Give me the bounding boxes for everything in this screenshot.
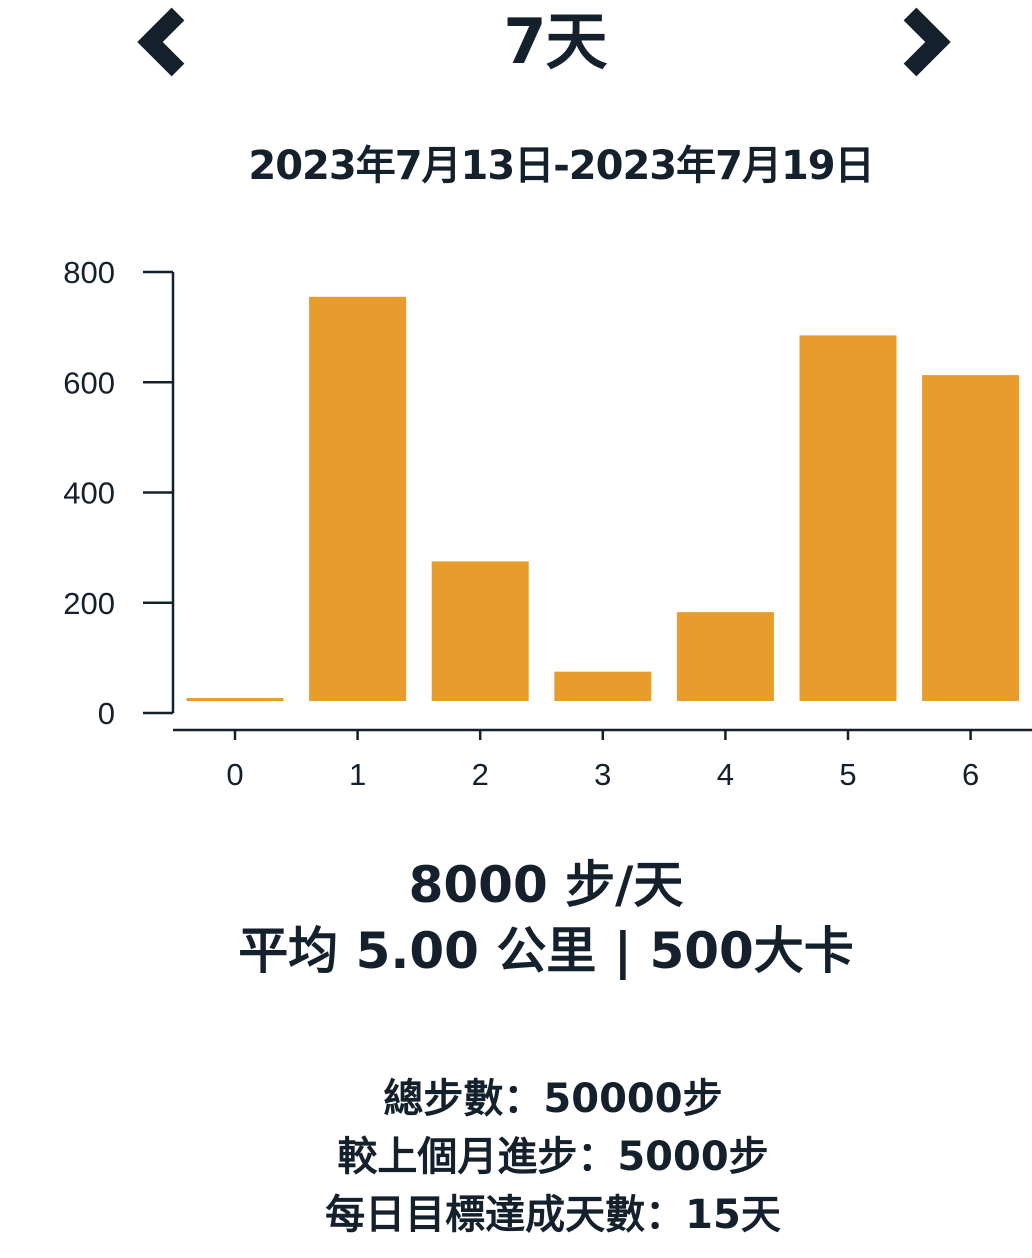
y-tick-label: 0 <box>98 696 115 731</box>
y-tick-label: 200 <box>63 586 115 621</box>
x-tick-label: 0 <box>226 757 243 792</box>
x-tick-label: 5 <box>839 757 856 792</box>
bar <box>676 612 774 701</box>
daily-summary: 8000 步/天 平均 5.00 公里 | 500大卡 <box>0 852 1032 984</box>
date-range: 2023年7月13日-2023年7月19日 <box>248 143 874 189</box>
bar <box>922 375 1020 701</box>
improvement-vs-last-month: 較上個月進步：5000步 <box>337 1134 769 1180</box>
next-period-button[interactable] <box>896 0 956 84</box>
y-tick-label: 400 <box>63 476 115 511</box>
y-tick-label: 800 <box>63 260 115 290</box>
chevron-right-icon <box>903 7 951 77</box>
bars <box>186 296 1020 701</box>
x-tick-label: 1 <box>349 757 366 792</box>
chevron-left-icon <box>137 7 185 77</box>
x-tick-label: 3 <box>594 757 611 792</box>
stats-list: 總步數：50000步 較上個月進步：5000步 每日目標達成天數：15天 <box>0 1070 1032 1244</box>
period-title: 7天 <box>503 5 607 78</box>
bar <box>186 698 284 701</box>
x-tick-label: 4 <box>717 757 734 792</box>
period-header: 7天 <box>0 0 1032 90</box>
x-tick-label: 2 <box>472 757 489 792</box>
total-steps: 總步數：50000步 <box>383 1076 723 1122</box>
bar <box>431 561 529 701</box>
bar <box>554 671 652 701</box>
goal-achieved-days: 每日目標達成天數：15天 <box>325 1192 781 1238</box>
steps-bar-chart: 0 200 400 600 800 0 1 2 3 4 5 6 <box>0 260 1032 800</box>
average-distance-calories: 平均 5.00 公里 | 500大卡 <box>238 922 854 980</box>
y-tick-label: 600 <box>63 365 115 400</box>
bar <box>799 335 897 701</box>
y-axis: 0 200 400 600 800 <box>63 260 175 731</box>
x-axis: 0 1 2 3 4 5 6 <box>173 728 1032 792</box>
chart-svg: 0 200 400 600 800 0 1 2 3 4 5 6 <box>63 260 1032 792</box>
x-tick-label: 6 <box>962 757 979 792</box>
prev-period-button[interactable] <box>132 0 192 84</box>
bar <box>309 296 407 701</box>
steps-per-day: 8000 步/天 <box>408 856 684 914</box>
